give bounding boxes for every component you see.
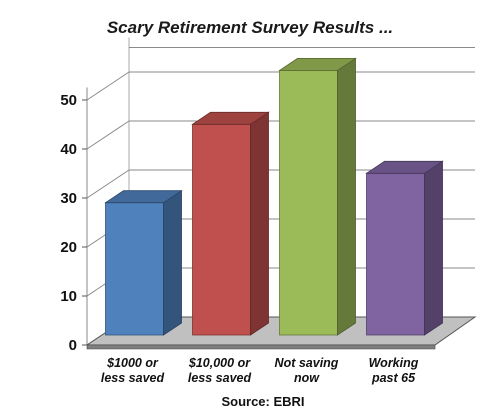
y-axis-ticks: 0 10 20 30 40 50 bbox=[60, 92, 87, 354]
x-category-label: $10,000 or less saved bbox=[188, 356, 252, 385]
bar-top bbox=[104, 190, 183, 204]
source-note: Source: EBRI bbox=[221, 394, 304, 409]
bar bbox=[104, 189, 183, 336]
bar-top bbox=[191, 111, 270, 125]
y-tick-label: 40 bbox=[60, 141, 77, 158]
bar-front bbox=[192, 123, 251, 336]
gridline-side bbox=[86, 169, 130, 199]
gridline-side bbox=[86, 120, 130, 150]
bar-front bbox=[366, 172, 425, 336]
y-tick-label: 10 bbox=[60, 288, 77, 305]
x-category-label: Working past 65 bbox=[369, 356, 419, 385]
y-tick-label: 30 bbox=[60, 190, 77, 207]
bar-side bbox=[163, 189, 182, 336]
y-tick-label: 50 bbox=[60, 92, 77, 109]
bar-top bbox=[278, 58, 357, 71]
x-category-label: $1000 or less saved bbox=[101, 356, 165, 385]
bar bbox=[191, 111, 270, 336]
bar-front bbox=[105, 202, 164, 336]
bar-side bbox=[337, 57, 356, 336]
y-tick-label: 0 bbox=[69, 337, 77, 354]
bar-side bbox=[250, 111, 269, 336]
bar bbox=[365, 160, 444, 336]
bars bbox=[104, 57, 444, 336]
gridline-side bbox=[86, 71, 130, 101]
bar-side bbox=[424, 160, 443, 336]
bar-top bbox=[365, 160, 444, 174]
bar bbox=[278, 57, 357, 336]
floor-edge bbox=[86, 344, 436, 350]
x-axis-categories: $1000 or less saved $10,000 or less saved No… bbox=[101, 356, 419, 385]
x-category-label: Not saving now bbox=[275, 356, 339, 385]
bar-front bbox=[279, 70, 338, 336]
chart-title: Scary Retirement Survey Results ... bbox=[107, 18, 393, 37]
y-tick-label: 20 bbox=[60, 239, 77, 256]
